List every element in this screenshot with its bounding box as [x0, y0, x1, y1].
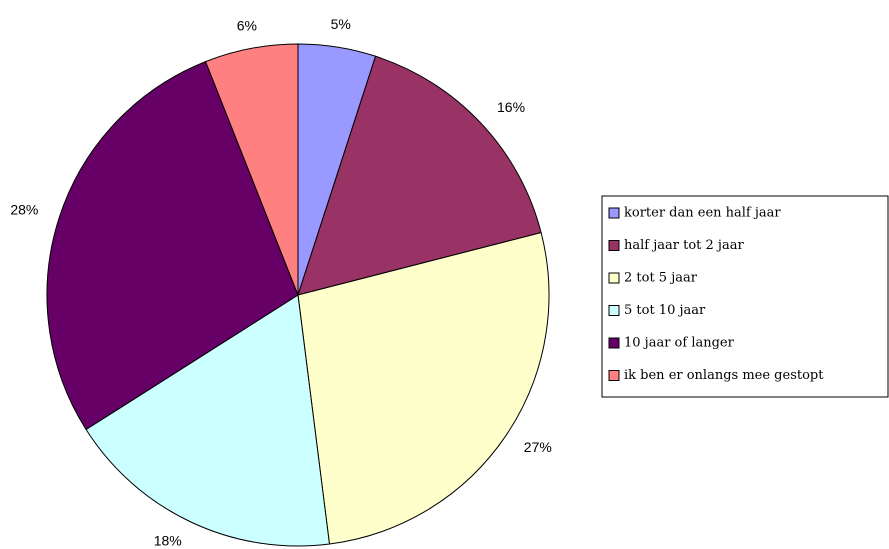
- data-label: 28%: [10, 201, 38, 217]
- data-label: 5%: [331, 16, 351, 32]
- pie-slice: [297, 55, 542, 296]
- legend-label: 5 tot 10 jaar: [624, 303, 706, 318]
- legend-swatch: [608, 337, 620, 349]
- legend-label: half jaar tot 2 jaar: [624, 238, 744, 253]
- pie-slice: [297, 231, 550, 545]
- data-label: 18%: [154, 533, 182, 549]
- legend-label: 2 tot 5 jaar: [624, 271, 698, 286]
- legend-box: [601, 195, 889, 398]
- legend-swatch: [608, 305, 620, 316]
- legend-swatch: [608, 240, 620, 251]
- legend-label: ik ben er onlangs mee gestopt: [624, 368, 824, 383]
- data-label: 27%: [524, 439, 552, 455]
- data-label: 6%: [237, 18, 257, 34]
- legend-label: korter dan een half jaar: [624, 206, 781, 221]
- pie-slice: [204, 43, 299, 296]
- pie-slice: [85, 294, 331, 547]
- legend-swatch: [608, 207, 620, 219]
- legend-swatch: [608, 272, 620, 284]
- legend-label: 10 jaar of langer: [624, 336, 735, 351]
- pie-slice: [46, 60, 299, 431]
- legend-swatch: [608, 370, 620, 381]
- data-label: 16%: [497, 99, 525, 115]
